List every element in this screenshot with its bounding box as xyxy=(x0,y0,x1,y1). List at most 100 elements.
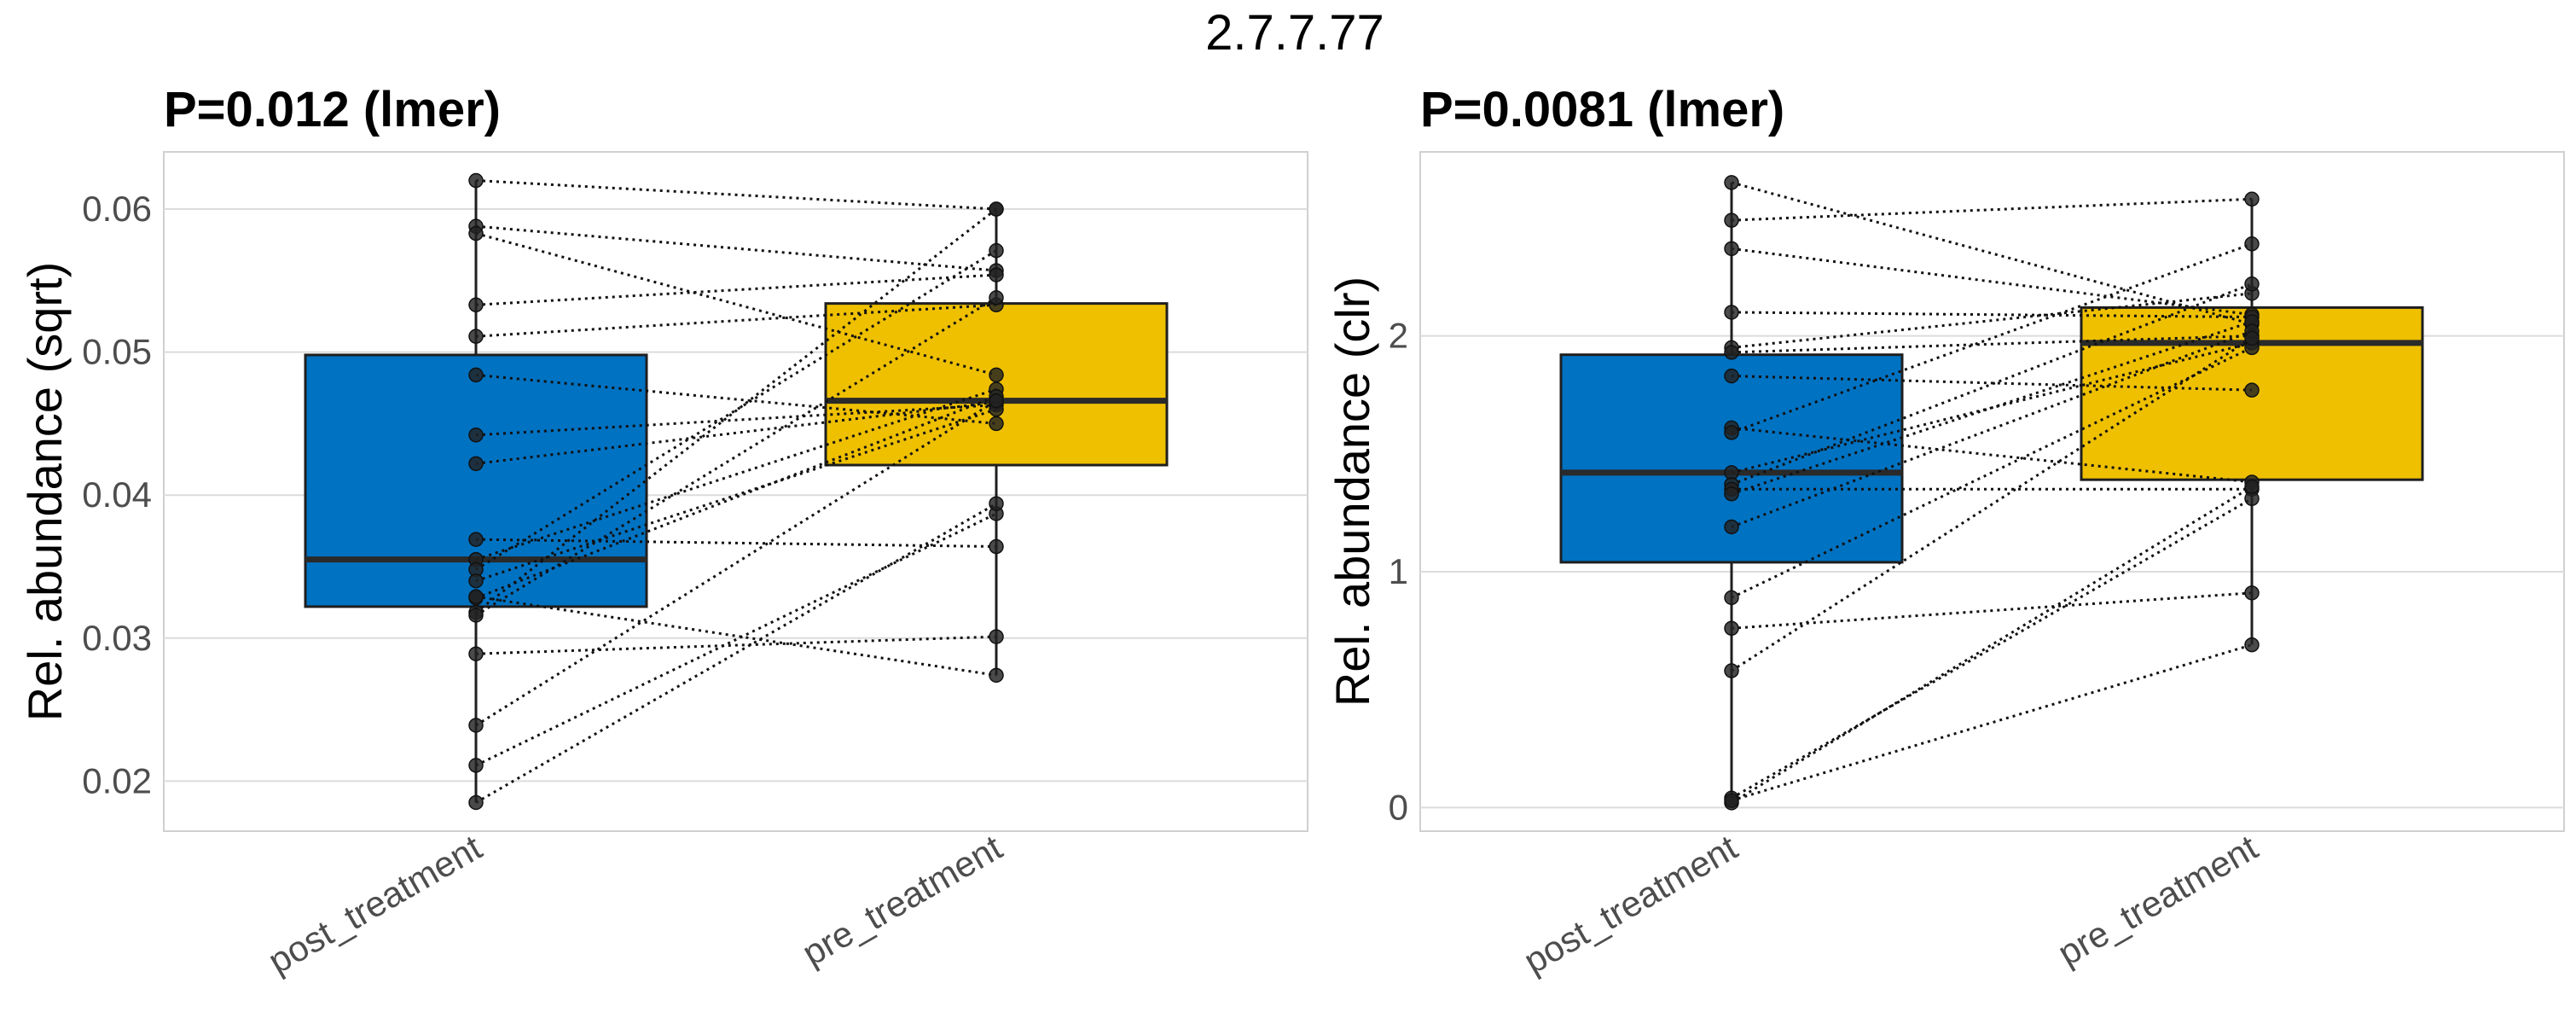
data-point-post xyxy=(468,225,484,241)
paired-line xyxy=(1731,282,2253,486)
paired-line xyxy=(475,373,997,425)
data-point-post xyxy=(468,646,484,661)
paired-line xyxy=(1731,292,2253,349)
data-point-post xyxy=(1724,519,1739,535)
data-point-pre xyxy=(2244,637,2260,653)
paired-line xyxy=(1731,320,2253,496)
paired-line xyxy=(1731,486,2253,805)
data-point-post xyxy=(1724,212,1739,228)
data-point-post xyxy=(468,758,484,773)
y-tick-label: 0.05 xyxy=(82,332,152,372)
data-point-post xyxy=(1724,620,1739,637)
x-tick-label: pre_treatment xyxy=(2051,827,2265,974)
x-tick-label: post_treatment xyxy=(261,827,488,981)
paired-line xyxy=(475,387,997,561)
paired-line xyxy=(1731,346,2253,599)
paired-line xyxy=(1731,337,2253,672)
x-tick-label: post_treatment xyxy=(1517,827,1743,981)
data-point-post xyxy=(468,172,484,189)
paired-line xyxy=(475,232,997,376)
data-point-post xyxy=(468,297,484,313)
y-tick-label: 0 xyxy=(1389,787,1408,827)
data-point-pre xyxy=(989,416,1004,432)
paired-line xyxy=(1731,247,2253,317)
data-point-pre xyxy=(2244,479,2260,495)
data-point-pre xyxy=(2244,330,2260,346)
data-point-post xyxy=(1724,241,1739,257)
paired-line xyxy=(475,207,997,614)
data-point-pre xyxy=(2244,585,2260,601)
x-tick-label: pre_treatment xyxy=(796,827,1009,974)
data-point-post xyxy=(468,589,484,604)
plot-frame xyxy=(163,151,1308,832)
paired-line xyxy=(475,502,997,804)
paired-line xyxy=(1731,591,2253,630)
paired-line xyxy=(1731,197,2253,222)
data-point-post xyxy=(468,794,484,811)
panel-title: P=0.0081 (lmer) xyxy=(1420,82,1784,137)
data-point-post xyxy=(468,573,484,589)
data-point-post xyxy=(1724,590,1739,606)
paired-line xyxy=(475,224,997,272)
data-point-post xyxy=(1724,793,1739,808)
data-point-post xyxy=(1724,175,1739,190)
left-chart-panel: 0.02 0.03 0.04 0.05 0.06 P=0.012 (lmer) Rel. a… xyxy=(18,82,1308,981)
paired-line xyxy=(1731,375,2253,392)
data-point-post xyxy=(1724,425,1739,440)
data-point-pre xyxy=(989,538,1004,555)
paired-line xyxy=(1731,181,2253,326)
data-point-post xyxy=(468,367,484,383)
data-point-post xyxy=(1724,305,1739,320)
data-point-pre xyxy=(989,290,1004,305)
figure-title: 2.7.7.77 xyxy=(1205,5,1384,61)
paired-line xyxy=(1731,426,2253,484)
paired-line xyxy=(1731,643,2253,802)
y-axis-label: Rel. abundance (clr) xyxy=(1326,276,1379,707)
paired-line xyxy=(475,635,997,655)
plot-frame xyxy=(1419,151,2565,832)
paired-line xyxy=(1731,311,2253,318)
y-tick-label: 0.06 xyxy=(82,189,152,229)
data-point-pre xyxy=(2244,191,2260,207)
panel-title: P=0.012 (lmer) xyxy=(164,82,501,137)
paired-line xyxy=(475,395,997,600)
paired-line xyxy=(1731,335,2253,354)
data-point-post xyxy=(468,532,484,547)
y-tick-label: 0.03 xyxy=(82,618,152,658)
data-point-post xyxy=(1724,368,1739,384)
data-point-pre xyxy=(989,496,1004,511)
data-point-post xyxy=(1724,663,1739,678)
data-point-post xyxy=(468,718,484,733)
data-point-pre xyxy=(989,267,1004,282)
data-point-pre xyxy=(989,367,1004,383)
paired-line xyxy=(475,273,997,306)
paired-line xyxy=(475,303,997,338)
data-point-pre xyxy=(989,393,1004,409)
data-point-pre xyxy=(2244,236,2260,252)
data-point-pre xyxy=(989,629,1004,644)
y-tick-label: 1 xyxy=(1389,551,1408,591)
data-point-post xyxy=(468,608,484,623)
data-point-pre xyxy=(2244,382,2260,398)
data-point-post xyxy=(1724,345,1739,360)
paired-line xyxy=(475,404,997,437)
data-point-post xyxy=(468,329,484,344)
paired-line xyxy=(475,595,997,677)
paired-line xyxy=(475,179,997,211)
data-point-pre xyxy=(2244,276,2260,292)
data-point-post xyxy=(468,428,484,443)
paired-line xyxy=(475,512,997,767)
y-tick-label: 0.02 xyxy=(82,760,152,800)
right-chart-panel: 0 1 2 P=0.0081 (lmer) Rel. abundance (clr) po… xyxy=(1326,82,2565,981)
data-point-pre xyxy=(989,667,1004,684)
data-point-post xyxy=(1724,486,1739,502)
y-tick-label: 2 xyxy=(1389,316,1408,356)
y-axis-label: Rel. abundance (sqrt) xyxy=(18,262,72,722)
data-point-pre xyxy=(989,242,1004,259)
paired-line xyxy=(475,538,997,549)
data-point-pre xyxy=(989,201,1004,217)
paired-line xyxy=(1731,497,2253,800)
paired-line xyxy=(475,408,997,583)
y-tick-label: 0.04 xyxy=(82,474,152,515)
